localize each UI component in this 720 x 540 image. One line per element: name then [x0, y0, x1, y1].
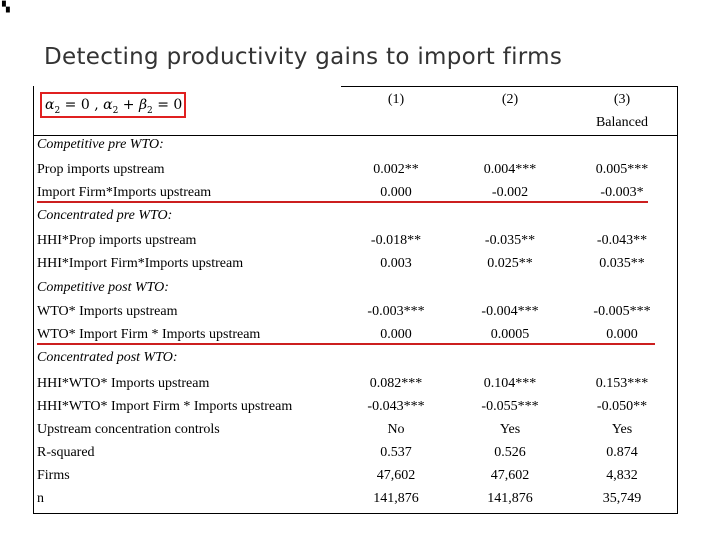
highlight-underline-wto-import-firm — [37, 343, 655, 345]
row-label: Import Firm*Imports upstream — [37, 185, 212, 200]
table-cell: -0.043*** — [367, 399, 425, 414]
row-label: HHI*Prop imports upstream — [37, 233, 197, 248]
table-cell: -0.043** — [596, 233, 648, 248]
table-cell: -0.055*** — [481, 399, 539, 414]
table-cell: -0.003* — [600, 185, 644, 200]
table-cell: 35,749 — [602, 491, 642, 506]
table-cell: 0.025** — [487, 256, 533, 271]
table-cell: 47,602 — [376, 468, 416, 483]
table-cell: 0.005*** — [595, 162, 649, 177]
table-cell: 0.004*** — [483, 162, 537, 177]
row-label: WTO* Import Firm * Imports upstream — [37, 327, 261, 342]
row-label: HHI*WTO* Imports upstream — [37, 376, 210, 391]
table-cell: 0.035** — [599, 256, 645, 271]
table-cell: 0.526 — [494, 445, 526, 460]
row-label: WTO* Imports upstream — [37, 304, 178, 319]
table-cell: 0.0005 — [490, 327, 530, 342]
hypothesis-formula: α2 = 0 , α2 + β2 = 0 — [40, 92, 186, 118]
table-cell: 0.000 — [380, 327, 412, 342]
column-header-3: (3) — [613, 92, 631, 107]
column-subheader-3: Balanced — [595, 115, 649, 130]
table-cell: 0.000 — [380, 185, 412, 200]
table-cell: 4,832 — [606, 468, 638, 483]
row-label: Upstream concentration controls — [37, 422, 220, 437]
table-cell: -0.004*** — [481, 304, 539, 319]
table-header-rule — [34, 135, 677, 136]
table-cell: -0.035** — [484, 233, 536, 248]
section-label: Competitive pre WTO: — [37, 137, 164, 152]
table-cell: No — [387, 422, 405, 437]
table-cell: 0.003 — [380, 256, 412, 271]
row-label: Prop imports upstream — [37, 162, 165, 177]
table-cell: 0.000 — [606, 327, 638, 342]
slide-title: Detecting productivity gains to import f… — [44, 44, 563, 70]
table-cell: -0.050** — [596, 399, 648, 414]
section-label: Competitive post WTO: — [37, 280, 169, 295]
table-cell: 0.002** — [373, 162, 419, 177]
table-cell: 141,876 — [487, 491, 533, 506]
results-table — [33, 86, 678, 514]
table-cell: -0.003*** — [367, 304, 425, 319]
table-cell: 0.537 — [380, 445, 412, 460]
table-cell: 47,602 — [490, 468, 530, 483]
table-cell: 0.082*** — [369, 376, 423, 391]
row-label: R-squared — [37, 445, 95, 460]
corner-icon: ▚ — [2, 2, 10, 13]
column-header-2: (2) — [501, 92, 519, 107]
table-cell: -0.005*** — [593, 304, 651, 319]
section-label: Concentrated post WTO: — [37, 350, 178, 365]
row-label: HHI*WTO* Import Firm * Imports upstream — [37, 399, 293, 414]
table-cell: 0.104*** — [483, 376, 537, 391]
row-label: n — [37, 491, 44, 506]
table-cell: Yes — [499, 422, 521, 437]
table-cell: 0.153*** — [595, 376, 649, 391]
row-label: HHI*Import Firm*Imports upstream — [37, 256, 244, 271]
table-top-rule — [341, 86, 677, 87]
table-cell: Yes — [611, 422, 633, 437]
section-label: Concentrated pre WTO: — [37, 208, 173, 223]
table-cell: -0.018** — [370, 233, 422, 248]
highlight-underline-import-firm — [37, 201, 648, 203]
table-cell: 0.874 — [606, 445, 638, 460]
table-cell: -0.002 — [491, 185, 529, 200]
column-header-1: (1) — [387, 92, 405, 107]
table-cell: 141,876 — [373, 491, 419, 506]
row-label: Firms — [37, 468, 70, 483]
